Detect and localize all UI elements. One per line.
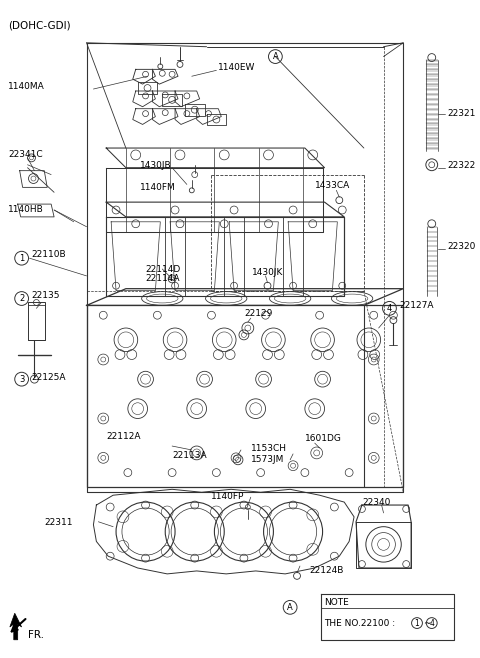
Text: 22340: 22340 [362, 497, 390, 507]
Text: 2: 2 [19, 294, 24, 303]
Text: 22114A: 22114A [145, 274, 180, 284]
Text: A: A [287, 603, 293, 612]
Text: 22311: 22311 [44, 519, 73, 527]
Text: 1430JB: 1430JB [140, 161, 171, 170]
Text: 1140FP: 1140FP [212, 492, 245, 501]
Text: 1430JK: 1430JK [252, 268, 283, 278]
Text: 22112A: 22112A [106, 432, 141, 441]
Text: 22114D: 22114D [145, 265, 181, 274]
Text: 22341C: 22341C [8, 151, 43, 159]
Text: 3: 3 [19, 374, 24, 384]
Text: 1601DG: 1601DG [305, 434, 342, 443]
Text: (DOHC-GDI): (DOHC-GDI) [8, 20, 71, 30]
Text: 1: 1 [19, 254, 24, 263]
Text: 1433CA: 1433CA [315, 181, 350, 190]
Text: 22321: 22321 [447, 109, 476, 118]
Text: 22135: 22135 [32, 291, 60, 300]
Text: 22322: 22322 [447, 161, 476, 170]
Text: 22113A: 22113A [172, 451, 207, 461]
Text: 22129: 22129 [244, 309, 272, 318]
Text: THE NO.22100 :: THE NO.22100 : [324, 619, 398, 628]
Text: 1140EW: 1140EW [218, 63, 256, 72]
Text: 1140MA: 1140MA [8, 82, 45, 91]
Text: 22125A: 22125A [32, 372, 66, 382]
Text: 1573JM: 1573JM [251, 455, 284, 465]
Text: 4: 4 [387, 304, 392, 313]
Text: 22124B: 22124B [310, 567, 344, 576]
Text: 1140HB: 1140HB [8, 205, 44, 215]
Text: FR.: FR. [27, 630, 44, 640]
Text: 1140FM: 1140FM [140, 183, 175, 192]
Text: 22127A: 22127A [399, 301, 434, 310]
Text: A: A [273, 52, 278, 61]
Text: 22110B: 22110B [32, 250, 66, 259]
Polygon shape [10, 613, 22, 640]
Bar [27, 303, 45, 340]
Text: 1: 1 [415, 619, 420, 628]
Text: ~: ~ [423, 619, 431, 628]
Text: 4: 4 [429, 619, 434, 628]
Text: NOTE: NOTE [324, 598, 349, 607]
Text: 1153CH: 1153CH [251, 443, 287, 453]
Text: 22320: 22320 [447, 242, 476, 251]
